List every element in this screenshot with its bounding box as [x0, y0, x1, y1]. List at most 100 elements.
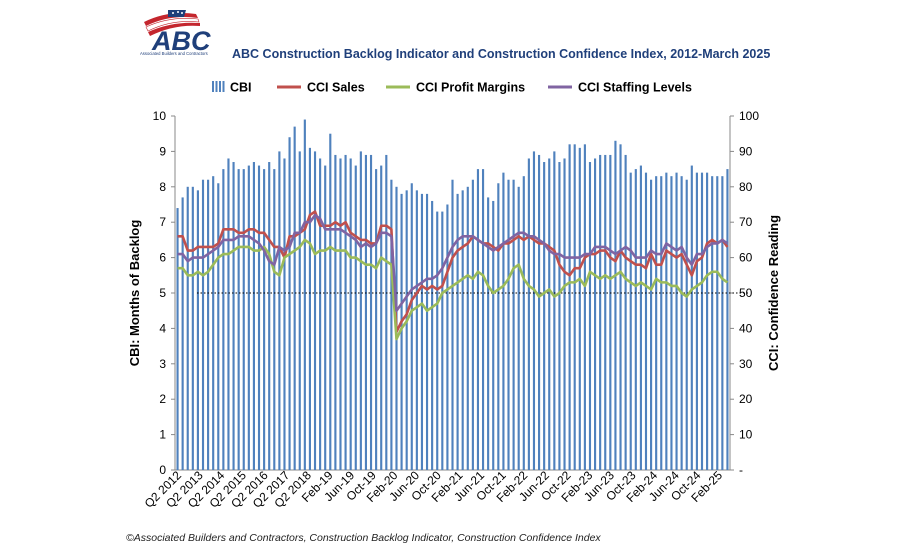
cbi-bar: [359, 151, 362, 470]
cbi-bar: [308, 147, 311, 471]
cbi-bar: [512, 179, 515, 470]
cbi-bar: [583, 144, 586, 470]
y-right-tick-label: 90: [739, 144, 753, 158]
cbi-bar: [599, 154, 602, 470]
source-note: ©Associated Builders and Contractors, Co…: [126, 532, 601, 544]
cbi-bar: [268, 162, 271, 470]
cbi-bar: [196, 190, 199, 470]
cbi-bar: [283, 158, 286, 471]
y-right-tick-label: 10: [739, 428, 753, 442]
cbi-bar: [451, 179, 454, 470]
y-right-tick-label: 60: [739, 251, 753, 265]
cbi-bar: [670, 176, 673, 470]
cbi-bar: [319, 158, 322, 471]
cbi-bar: [644, 172, 648, 470]
cbi-bar: [431, 200, 434, 470]
y-right-tick-label: -: [739, 463, 743, 477]
y-right-tick-label: 40: [739, 321, 753, 335]
cbi-bar: [278, 151, 281, 470]
cbi-bar: [390, 179, 393, 470]
cbi-bar: [405, 190, 408, 470]
cbi-bar: [588, 162, 592, 470]
cbi-bar: [502, 172, 505, 470]
cbi-bar: [573, 144, 576, 470]
cci-staffing-levels-line: [177, 213, 729, 313]
chart-title: ABC Construction Backlog Indicator and C…: [232, 47, 771, 61]
cci-sales-line: [177, 210, 729, 334]
y-left-tick-label: 5: [159, 286, 166, 300]
cbi-bar: [303, 119, 306, 470]
cbi-bar: [471, 179, 474, 470]
legend-cbi-swatch: [212, 81, 214, 92]
cbi-bar: [425, 193, 429, 470]
cbi-bar: [537, 154, 541, 470]
cbi-bar: [721, 176, 724, 470]
cbi-bar: [634, 169, 637, 470]
cbi-bar: [420, 193, 424, 470]
cbi-bar: [543, 162, 546, 470]
cbi-bar: [375, 169, 378, 470]
cbi-bar: [568, 144, 571, 470]
y-left-tick-label: 10: [153, 109, 167, 123]
flag-swoosh-icon: [144, 10, 200, 36]
cbi-bar: [619, 144, 622, 470]
cbi-bar: [660, 176, 663, 470]
cbi-bar: [563, 158, 566, 471]
y-left-tick-label: 9: [159, 144, 166, 158]
logo-subtext: Associated Builders and Contractors: [140, 51, 208, 56]
cbi-bar: [252, 162, 255, 470]
cbi-bar: [293, 126, 296, 471]
cbi-bar: [706, 172, 709, 470]
cbi-bar: [466, 186, 469, 471]
cbi-bar: [237, 169, 240, 470]
cbi-bar: [441, 211, 444, 470]
cbi-bar: [553, 151, 556, 470]
y-right-tick-label: 100: [739, 109, 759, 123]
y-right-tick-label: 20: [739, 392, 753, 406]
legend-cci-sales-label: CCI Sales: [307, 81, 365, 95]
cbi-bar: [344, 154, 347, 470]
cbi-bar: [716, 176, 719, 470]
cbi-bar: [507, 179, 510, 470]
cbi-bar: [522, 176, 525, 470]
cbi-bar: [680, 176, 683, 470]
cbi-bar: [726, 169, 729, 470]
cbi-bar: [181, 197, 184, 471]
cbi-bar: [385, 154, 388, 470]
cbi-bar: [624, 154, 627, 470]
cbi-bar: [532, 151, 536, 470]
cbi-bar: [629, 172, 632, 470]
cbi-bar: [227, 158, 230, 471]
cbi-bar: [176, 208, 179, 471]
abc-logo: ABC Associated Builders and Contractors: [140, 10, 211, 56]
y-left-tick-label: 3: [159, 357, 166, 371]
y-left-axis-title: CBI: Months of Backlog: [127, 220, 142, 367]
cbi-bar: [609, 154, 612, 470]
cbi-bar: [456, 193, 459, 470]
cbi-bar: [186, 186, 189, 471]
cbi-bar: [354, 165, 357, 470]
cbi-bar: [369, 154, 373, 470]
cbi-bar: [690, 165, 693, 470]
y-right-tick-label: 30: [739, 357, 753, 371]
y-right-tick-label: 50: [739, 286, 753, 300]
cbi-bar: [349, 158, 352, 471]
legend-cci-staffing-levels-label: CCI Staffing Levels: [578, 81, 692, 95]
y-left-tick-label: 2: [159, 392, 166, 406]
legend-cbi-swatch: [219, 81, 221, 92]
logo-text: ABC: [151, 26, 211, 56]
cbi-bar: [324, 165, 327, 470]
cbi-bar: [313, 151, 317, 470]
cbi-bar: [339, 158, 342, 471]
cbi-bar: [334, 154, 337, 470]
y-left-tick-label: 6: [159, 251, 166, 265]
cbi-bar: [481, 169, 485, 470]
cbi-bar: [461, 190, 464, 470]
cbi-bar: [207, 179, 210, 470]
cbi-bar: [247, 165, 250, 470]
cbi-bar: [655, 176, 658, 470]
cbi-bar: [273, 169, 276, 470]
cbi-bar: [446, 204, 449, 470]
cbi-bar: [604, 154, 607, 470]
